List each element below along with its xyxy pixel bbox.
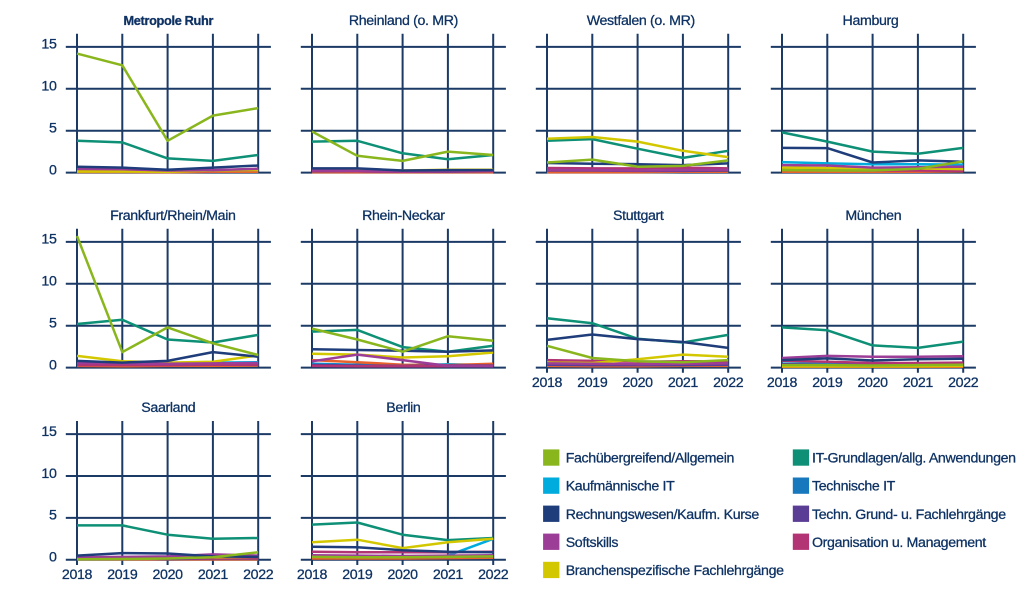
- svg-text:5: 5: [49, 316, 57, 332]
- svg-text:10: 10: [41, 79, 57, 95]
- svg-text:15: 15: [41, 37, 57, 53]
- svg-text:0: 0: [49, 550, 57, 566]
- svg-text:Technische IT: Technische IT: [812, 479, 896, 495]
- svg-text:2022: 2022: [713, 375, 744, 391]
- svg-text:2021: 2021: [668, 375, 699, 391]
- svg-text:Saarland: Saarland: [141, 400, 195, 416]
- svg-text:2022: 2022: [948, 375, 979, 391]
- svg-text:Hamburg: Hamburg: [843, 13, 899, 29]
- svg-text:2019: 2019: [107, 567, 138, 583]
- svg-text:2020: 2020: [623, 375, 654, 391]
- svg-text:2018: 2018: [767, 375, 798, 391]
- svg-text:5: 5: [49, 508, 57, 524]
- svg-text:2019: 2019: [577, 375, 608, 391]
- svg-text:2020: 2020: [388, 567, 419, 583]
- svg-text:2022: 2022: [478, 567, 509, 583]
- svg-text:Organisation u. Management: Organisation u. Management: [812, 535, 986, 551]
- svg-text:15: 15: [41, 232, 57, 248]
- svg-text:Berlin: Berlin: [386, 400, 420, 416]
- svg-text:2018: 2018: [62, 567, 93, 583]
- svg-text:Frankfurt/Rhein/Main: Frankfurt/Rhein/Main: [110, 208, 235, 224]
- svg-text:Rechnungswesen/Kaufm. Kurse: Rechnungswesen/Kaufm. Kurse: [566, 507, 760, 523]
- svg-text:10: 10: [41, 274, 57, 290]
- svg-text:Stuttgart: Stuttgart: [613, 208, 664, 224]
- svg-text:2020: 2020: [153, 567, 184, 583]
- svg-text:Rheinland (o. MR): Rheinland (o. MR): [349, 13, 458, 29]
- svg-text:2019: 2019: [812, 375, 843, 391]
- svg-text:Metropole Ruhr: Metropole Ruhr: [123, 13, 213, 28]
- svg-text:Fachübergreifend/Allgemein: Fachübergreifend/Allgemein: [566, 451, 734, 467]
- svg-text:Kaufmännische IT: Kaufmännische IT: [566, 479, 675, 495]
- svg-text:2022: 2022: [243, 567, 274, 583]
- svg-text:0: 0: [49, 162, 57, 178]
- svg-text:15: 15: [41, 424, 57, 440]
- svg-text:IT-Grundlagen/allg. Anwendunge: IT-Grundlagen/allg. Anwendungen: [812, 451, 1016, 467]
- svg-text:Rhein-Neckar: Rhein-Neckar: [362, 208, 445, 224]
- svg-text:2018: 2018: [297, 567, 328, 583]
- svg-text:2018: 2018: [532, 375, 563, 391]
- svg-text:2020: 2020: [858, 375, 889, 391]
- svg-text:München: München: [845, 208, 901, 224]
- svg-text:Branchenspezifische Fachlehrgä: Branchenspezifische Fachlehrgänge: [566, 563, 784, 579]
- svg-text:Softskills: Softskills: [566, 535, 619, 551]
- svg-text:Techn. Grund- u. Fachlehrgänge: Techn. Grund- u. Fachlehrgänge: [812, 507, 1006, 523]
- svg-text:Westfalen (o. MR): Westfalen (o. MR): [587, 13, 695, 29]
- svg-text:2019: 2019: [342, 567, 373, 583]
- svg-text:2021: 2021: [433, 567, 464, 583]
- svg-text:2021: 2021: [198, 567, 229, 583]
- svg-text:0: 0: [49, 357, 57, 373]
- svg-text:5: 5: [49, 121, 57, 137]
- svg-text:10: 10: [41, 466, 57, 482]
- svg-text:2021: 2021: [903, 375, 934, 391]
